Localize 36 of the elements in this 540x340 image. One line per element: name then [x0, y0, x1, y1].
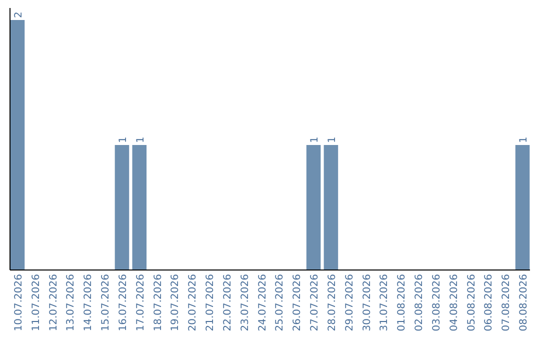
data-label: 1 [118, 136, 129, 143]
x-tick-label: 24.07.2026 [257, 274, 268, 332]
data-label: 1 [518, 136, 530, 143]
x-tick-label: 28.07.2026 [326, 274, 338, 332]
x-tick-label: 03.08.2026 [431, 274, 442, 332]
x-tick-label: 27.07.2026 [310, 274, 321, 332]
x-tick-label: 25.07.2026 [274, 274, 286, 332]
x-tick-label: 02.08.2026 [414, 274, 426, 332]
x-tick-label: 01.08.2026 [396, 274, 408, 332]
data-label: 2 [13, 12, 24, 18]
x-tick-label: 05.08.2026 [466, 274, 478, 332]
x-tick-label: 20.07.2026 [188, 274, 199, 332]
data-label: 1 [135, 136, 146, 143]
x-tick-label: 31.07.2026 [379, 274, 390, 332]
x-tick-label: 06.08.2026 [484, 274, 495, 332]
x-tick-label: 17.07.2026 [135, 274, 146, 332]
x-tick-label: 07.08.2026 [501, 274, 512, 332]
x-tick-label: 08.08.2026 [518, 274, 530, 332]
x-tick-label: 26.07.2026 [292, 274, 304, 332]
x-tick-label: 23.07.2026 [240, 274, 251, 332]
data-label: 1 [326, 136, 338, 143]
x-tick-label: 29.07.2026 [344, 274, 356, 332]
x-tick-label: 22.07.2026 [222, 274, 234, 332]
data-label: 1 [310, 136, 321, 143]
x-tick-label: 11.07.2026 [30, 274, 42, 332]
x-tick-label: 18.07.2026 [152, 274, 164, 332]
x-tick-label: 12.07.2026 [48, 274, 60, 332]
x-tick-label: 15.07.2026 [100, 274, 112, 332]
x-tick-label: 04.08.2026 [448, 274, 460, 332]
x-tick-label: 10.07.2026 [13, 274, 24, 332]
x-tick-label: 30.07.2026 [362, 274, 373, 332]
x-tick-label: 14.07.2026 [83, 274, 94, 332]
x-tick-label: 13.07.2026 [66, 274, 77, 332]
x-tick-label: 21.07.2026 [205, 274, 216, 332]
x-tick-label: 19.07.2026 [170, 274, 182, 332]
x-tick-label: 16.07.2026 [118, 274, 129, 332]
